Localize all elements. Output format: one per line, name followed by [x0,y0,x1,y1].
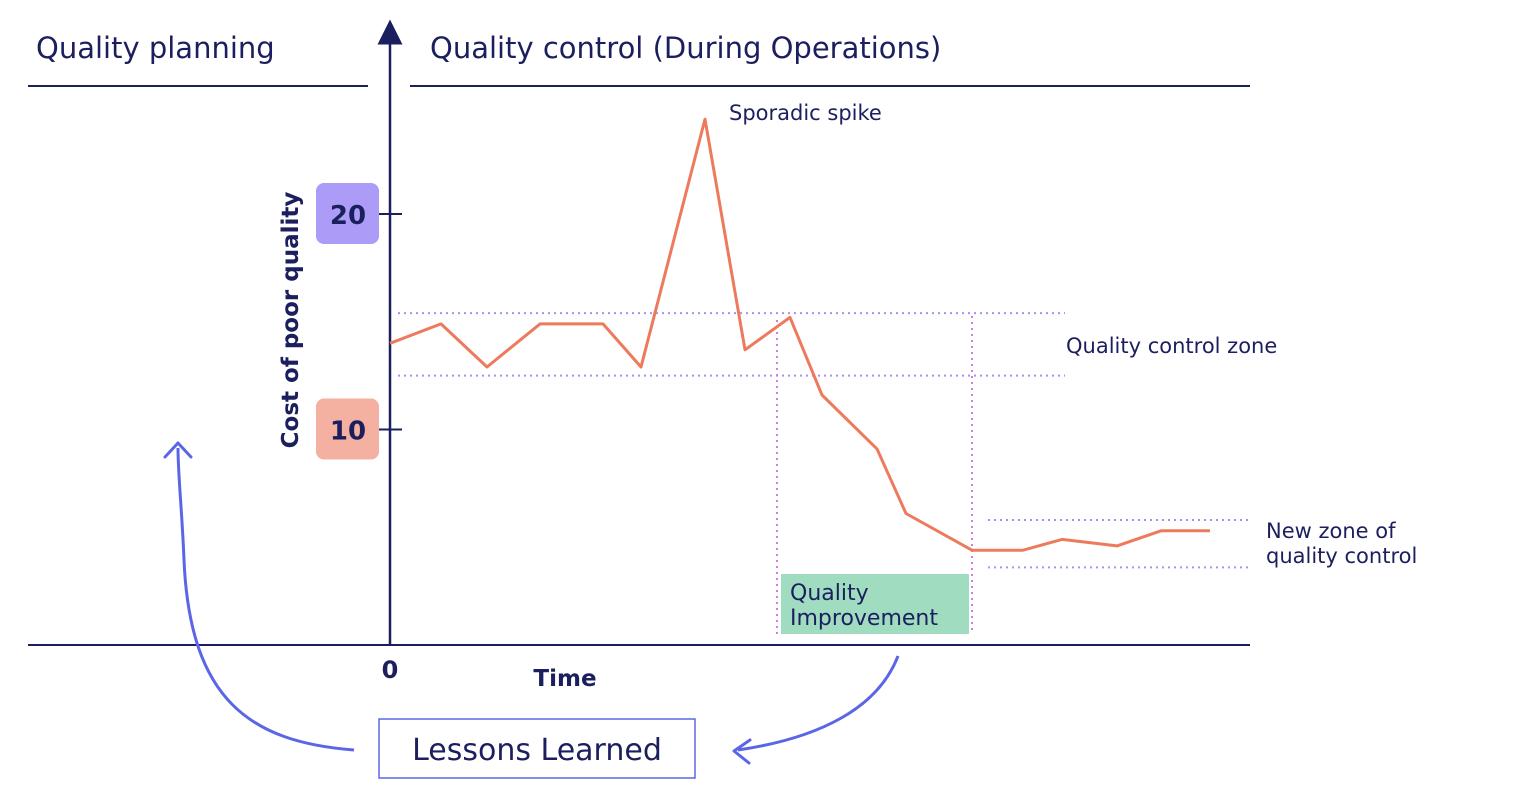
arrow-improvement-to-lessons-head [732,738,752,765]
quality-improvement-box [781,574,969,634]
heading-quality-control: Quality control (During Operations) [430,31,941,65]
sporadic-spike-label: Sporadic spike [729,101,882,125]
y-tick-label-10: 10 [330,417,366,447]
quality-control-zone-label: Quality control zone [1066,334,1277,358]
lessons-learned-box [378,718,696,779]
cost-series-line [389,117,1210,552]
x-axis-label: Time [533,666,596,692]
new-zone-label-line1: New zone of [1266,519,1396,543]
arrow-lessons-to-planning [176,447,355,752]
y-tick-badge-20 [316,183,379,244]
quality-improvement-label-line2: Improvement [790,606,938,631]
y-tick-label-20: 20 [330,201,366,231]
y-axis-label: Cost of poor quality [278,192,304,449]
quality-improvement-label-line1: Quality [790,581,869,606]
origin-label: 0 [382,656,399,684]
heading-quality-planning: Quality planning [36,31,275,65]
y-tick-badge-10 [316,398,379,460]
lessons-learned-label: Lessons Learned [412,733,662,768]
new-zone-label-line2: quality control [1266,544,1417,568]
control-zones [398,312,1248,569]
arrow-lessons-to-planning-head [163,441,193,459]
arrow-improvement-to-lessons [737,655,900,752]
